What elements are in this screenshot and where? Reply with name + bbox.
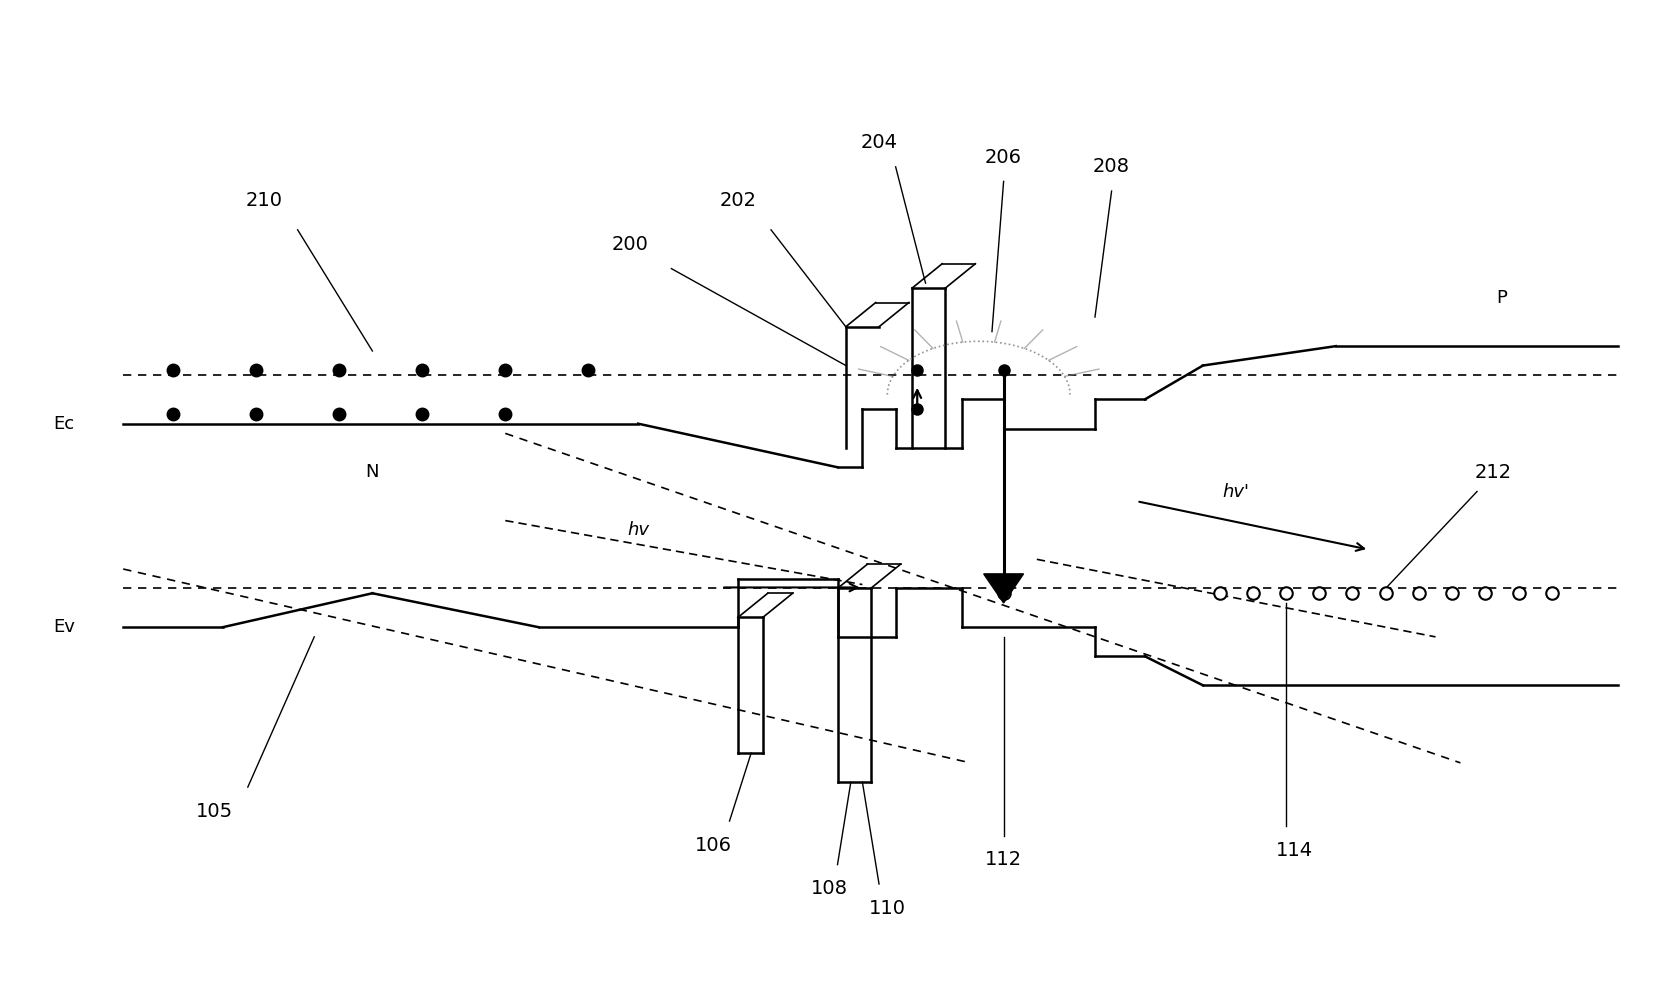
Text: 106: 106 [695, 836, 732, 855]
Polygon shape [983, 574, 1023, 603]
Text: 206: 206 [985, 147, 1022, 167]
Text: 208: 208 [1094, 157, 1131, 176]
Text: 212: 212 [1476, 463, 1513, 482]
Text: Ev: Ev [54, 618, 75, 636]
Text: 114: 114 [1276, 840, 1313, 859]
Text: 112: 112 [985, 850, 1022, 869]
Text: 110: 110 [869, 898, 906, 918]
Text: 210: 210 [246, 192, 283, 210]
Text: N: N [365, 463, 379, 481]
Text: P: P [1496, 289, 1508, 307]
Text: hv: hv [626, 521, 650, 540]
Text: 105: 105 [196, 802, 233, 821]
Text: 200: 200 [611, 235, 648, 254]
Text: 202: 202 [719, 192, 757, 210]
Text: 108: 108 [811, 880, 848, 898]
Text: hv': hv' [1223, 483, 1250, 500]
Text: Ec: Ec [54, 415, 75, 433]
Text: 204: 204 [861, 133, 898, 152]
